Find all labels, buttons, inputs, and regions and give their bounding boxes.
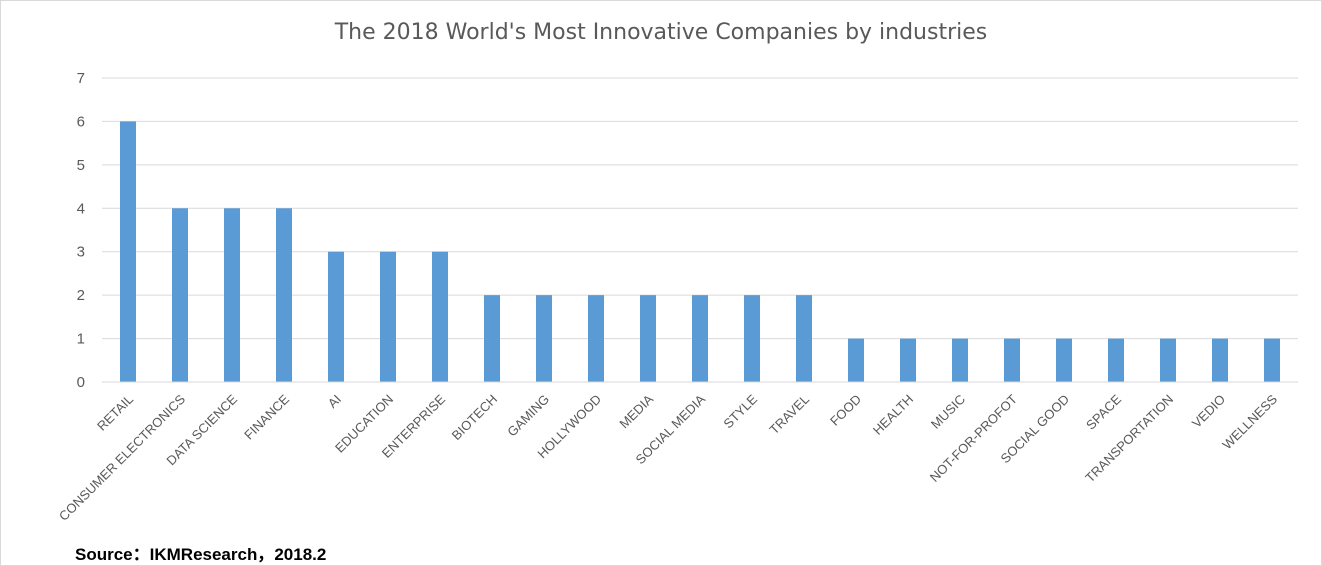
x-tick-label: FOOD (827, 392, 864, 429)
bar-food (848, 338, 864, 382)
x-tick-label: HEALTH (870, 392, 916, 438)
bar-media (640, 295, 656, 382)
bar-transportation (1160, 338, 1176, 382)
bar-retail (120, 121, 136, 382)
x-tick-label: BIOTECH (449, 392, 500, 443)
bar-finance (276, 208, 292, 382)
chart-title: The 2018 World's Most Innovative Compani… (334, 20, 988, 45)
bar-education (380, 251, 396, 382)
x-tick-label: GAMING (504, 392, 552, 440)
bar-not-for-profot (1004, 338, 1020, 382)
bar-social-good (1056, 338, 1072, 382)
bar-data-science (224, 208, 240, 382)
y-tick-label: 5 (77, 157, 85, 174)
x-tick-label: TRAVEL (766, 392, 812, 438)
bar-biotech (484, 295, 500, 382)
x-tick-label: VEDIO (1189, 392, 1228, 431)
y-tick-label: 2 (77, 287, 85, 304)
x-tick-label: WELLNESS (1219, 391, 1280, 452)
y-tick-label: 3 (77, 244, 85, 261)
bar-space (1108, 338, 1124, 382)
x-tick-label: RETAIL (94, 392, 136, 434)
bar-hollywood (588, 295, 604, 382)
bar-vedio (1212, 338, 1228, 382)
y-tick-label: 4 (77, 200, 85, 217)
x-tick-label: MUSIC (928, 392, 968, 432)
y-tick-label: 7 (77, 70, 85, 87)
x-tick-label: AI (325, 392, 344, 411)
x-tick-label: FINANCE (241, 391, 292, 442)
x-tick-label: SPACE (1083, 391, 1124, 432)
bar-enterprise (432, 251, 448, 382)
x-tick-label: NOT-FOR-PROFOT (927, 391, 1020, 484)
bar-consumer-electronics (172, 208, 188, 382)
bar-wellness (1264, 338, 1280, 382)
bar-ai (328, 251, 344, 382)
bar-social-media (692, 295, 708, 382)
source-note: Source：IKMResearch，2018.2 (75, 545, 327, 564)
x-tick-label: TRANSPORTATION (1082, 392, 1176, 486)
y-tick-label: 6 (77, 113, 85, 130)
bar-health (900, 338, 916, 382)
y-tick-label: 1 (77, 331, 85, 348)
bar-music (952, 338, 968, 382)
x-tick-label: STYLE (720, 391, 760, 431)
bar-gaming (536, 295, 552, 382)
bar-style (744, 295, 760, 382)
x-tick-label: MEDIA (616, 391, 656, 431)
bar-travel (796, 295, 812, 382)
y-tick-label: 0 (77, 374, 85, 391)
